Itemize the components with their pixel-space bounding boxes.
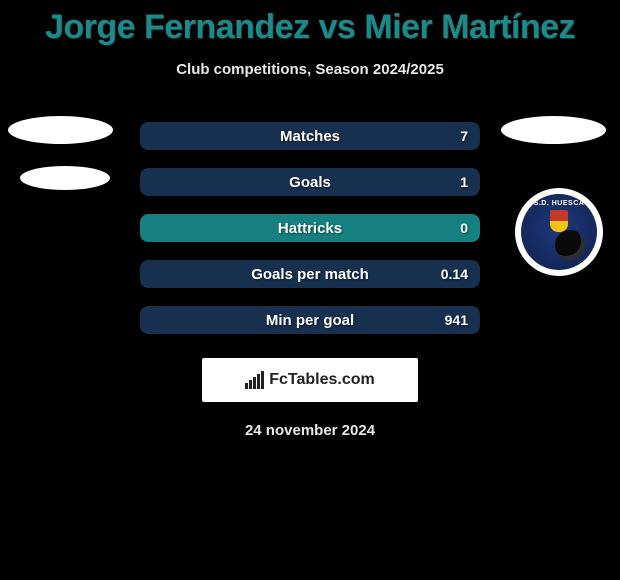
subtitle: Club competitions, Season 2024/2025	[0, 61, 620, 78]
stat-label: Hattricks	[278, 220, 342, 237]
stat-value-right: 1	[460, 174, 468, 190]
stat-label: Min per goal	[266, 312, 354, 329]
stat-row: Min per goal 941	[140, 306, 480, 334]
stat-row: Hattricks 0	[140, 214, 480, 242]
stat-row: Matches 7	[140, 122, 480, 150]
left-avatar-oval-2	[20, 166, 110, 190]
stat-value-right: 941	[445, 312, 468, 328]
crest-shield-icon	[550, 210, 568, 232]
stat-label: Goals per match	[251, 266, 369, 283]
crest-text: S.D. HUESCA	[534, 200, 585, 207]
left-player-column	[8, 116, 113, 212]
left-avatar-oval-1	[8, 116, 113, 144]
right-player-column: S.D. HUESCA	[497, 116, 612, 276]
bars-icon	[245, 371, 264, 389]
stat-row: Goals per match 0.14	[140, 260, 480, 288]
page-title: Jorge Fernandez vs Mier Martínez	[0, 8, 620, 47]
crest-ball-icon	[555, 230, 585, 260]
stats-area: S.D. HUESCA Matches 7 Goals 1 Hattricks 0 Goal…	[0, 122, 620, 352]
stat-value-right: 7	[460, 128, 468, 144]
comparison-widget: Jorge Fernandez vs Mier Martínez Club co…	[0, 0, 620, 439]
stat-label: Goals	[289, 174, 331, 191]
date-line: 24 november 2024	[0, 422, 620, 439]
stat-row: Goals 1	[140, 168, 480, 196]
right-avatar-oval	[501, 116, 606, 144]
stat-bars-list: Matches 7 Goals 1 Hattricks 0 Goals per match 0…	[140, 122, 480, 352]
footer-brand-box[interactable]: FcTables.com	[202, 358, 418, 402]
stat-value-right: 0.14	[441, 266, 468, 282]
footer-brand-text: FcTables.com	[269, 371, 375, 389]
stat-label: Matches	[280, 128, 340, 145]
club-crest: S.D. HUESCA	[515, 188, 603, 276]
stat-value-right: 0	[460, 220, 468, 236]
crest-inner: S.D. HUESCA	[521, 194, 597, 270]
